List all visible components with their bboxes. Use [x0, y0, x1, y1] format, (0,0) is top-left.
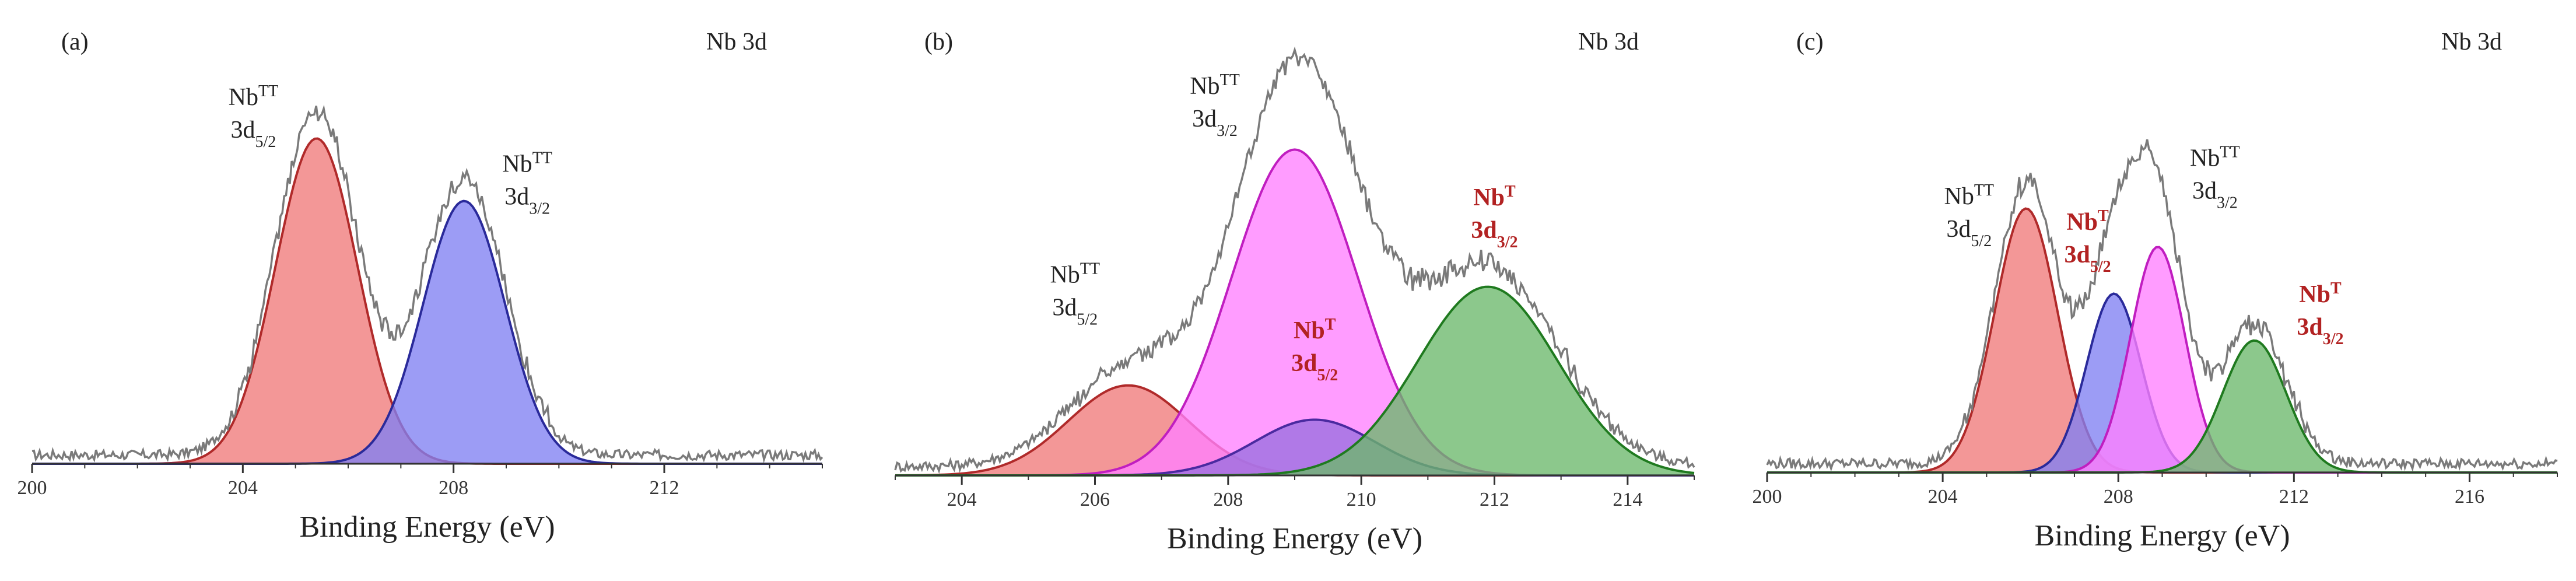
annotation-sub: 3/2: [529, 200, 550, 218]
element-label: Nb 3d: [2441, 29, 2502, 55]
element-label: Nb 3d: [706, 29, 767, 55]
panel-label: (b): [924, 29, 953, 55]
annotation-sup: TT: [2220, 143, 2239, 161]
chart-panel-b: 204 206 208 210 212 214 Binding Energy (eV) (b)…: [894, 29, 1695, 555]
annotation-sub: 3/2: [1497, 233, 1518, 251]
annotation-base: Nb: [1294, 317, 1325, 344]
annotation-sub: 5/2: [255, 133, 276, 151]
x-tick-label: 204: [947, 489, 977, 510]
peak-annotation-species: NbT: [2066, 206, 2109, 236]
annotation-base: 3d: [2192, 177, 2217, 204]
annotation-base: 3d: [1052, 294, 1077, 321]
x-tick-label: 200: [1753, 486, 1782, 508]
x-tick-label: 216: [2455, 486, 2484, 508]
peak-annotation-orbital: 3d5/2: [2064, 242, 2111, 276]
annotation-sup: TT: [258, 82, 278, 100]
annotation-sub: 5/2: [1971, 232, 1992, 250]
peak-annotation-orbital: 3d3/2: [2297, 314, 2343, 348]
annotation-sup: T: [2330, 279, 2342, 298]
x-tick-label: 208: [439, 477, 468, 499]
x-tick-label: 208: [2104, 486, 2133, 508]
annotation-base: Nb: [2190, 145, 2220, 172]
annotation-base: 3d: [2064, 242, 2090, 268]
annotation-base: 3d: [1291, 350, 1317, 377]
panel-label: (a): [61, 29, 89, 55]
annotation-base: Nb: [1050, 261, 1080, 288]
annotation-base: Nb: [1473, 184, 1505, 211]
element-label: Nb 3d: [1578, 29, 1639, 55]
peak-annotation-orbital: 3d5/2: [1946, 216, 1992, 250]
peak-annotation-species: NbT: [2299, 279, 2342, 309]
annotation-base: Nb: [2066, 209, 2098, 236]
annotation-sup: TT: [532, 149, 552, 167]
peak-annotation-orbital: 3d3/2: [1192, 106, 1238, 140]
peak-annotation-species: NbTT: [1190, 71, 1240, 100]
x-tick-label: 204: [228, 477, 258, 499]
annotation-sub: 5/2: [1317, 366, 1338, 384]
x-tick-label: 212: [650, 477, 679, 499]
annotation-sub: 3/2: [2323, 330, 2344, 348]
annotation-sup: TT: [1080, 260, 1100, 278]
x-axis-title: Binding Energy (eV): [1167, 522, 1422, 555]
peak-fill-3: [895, 419, 1694, 475]
x-tick-label: 204: [1928, 486, 1958, 508]
x-tick-label: 212: [1480, 489, 1509, 510]
annotation-sub: 5/2: [2090, 257, 2111, 275]
annotation-sub: 3/2: [2217, 194, 2238, 212]
peak-annotation-species: NbT: [1294, 315, 1336, 344]
peak-annotation-species: NbTT: [502, 149, 552, 178]
peak-annotation-orbital: 3d3/2: [1471, 217, 1517, 251]
annotation-sup: T: [1505, 182, 1516, 200]
x-tick-label: 208: [1213, 489, 1243, 510]
peak-annotation-orbital: 3d3/2: [504, 184, 550, 218]
peak-fill-3: [1767, 247, 2557, 473]
annotation-sup: TT: [1974, 181, 1994, 200]
annotation-base: 3d: [504, 184, 529, 211]
annotation-base: Nb: [1944, 183, 1974, 210]
annotation-base: 3d: [1192, 106, 1217, 132]
peak-fill-4: [895, 286, 1694, 475]
peak-fill-2: [895, 149, 1694, 475]
annotation-base: Nb: [229, 84, 258, 111]
x-tick-label: 214: [1613, 489, 1642, 510]
panel-label: (c): [1796, 29, 1824, 55]
peak-annotation-orbital: 3d3/2: [2192, 177, 2238, 212]
chart-panel-c: 200 204 208 212 216 Binding Energy (eV) (c) Nb …: [1753, 29, 2558, 552]
peak-annotation-orbital: 3d5/2: [1291, 350, 1338, 384]
chart-panel-a: 200 204 208 212 Binding Energy (eV) (a) Nb 3d N…: [17, 29, 823, 544]
annotation-sup: T: [1325, 315, 1336, 333]
x-axis-title: Binding Energy (eV): [2034, 519, 2290, 552]
envelope-line: [1766, 139, 2558, 473]
x-tick-label: 210: [1347, 489, 1376, 510]
annotation-sub: 5/2: [1077, 310, 1098, 328]
annotation-base: Nb: [2299, 281, 2330, 308]
peak-annotation-species: NbTT: [229, 82, 279, 111]
peak-annotation-orbital: 3d5/2: [231, 117, 276, 151]
annotation-base: 3d: [231, 117, 255, 144]
annotation-base: 3d: [2297, 314, 2322, 341]
annotation-sub: 3/2: [1217, 121, 1238, 139]
annotation-base: 3d: [1946, 216, 1971, 243]
x-tick-label: 212: [2279, 486, 2309, 508]
peak-fill-2: [32, 201, 822, 464]
peak-fill-1: [895, 385, 1694, 475]
x-tick-label: 206: [1080, 489, 1110, 510]
annotation-sup: TT: [1220, 71, 1240, 89]
annotation-base: 3d: [1471, 217, 1496, 244]
envelope-line: [31, 104, 823, 464]
peak-annotation-orbital: 3d5/2: [1052, 294, 1098, 328]
peak-annotation-species: NbT: [1473, 182, 1516, 211]
annotation-base: Nb: [1190, 73, 1219, 100]
peak-annotation-species: NbTT: [1050, 260, 1100, 289]
x-tick-label: 200: [17, 477, 47, 499]
peak-annotation-species: NbTT: [2190, 143, 2240, 172]
envelope-line: [894, 46, 1695, 474]
x-axis-title: Binding Energy (eV): [299, 510, 555, 544]
annotation-base: Nb: [502, 151, 532, 178]
annotation-sup: T: [2098, 206, 2109, 225]
peak-annotation-species: NbTT: [1944, 181, 1994, 211]
